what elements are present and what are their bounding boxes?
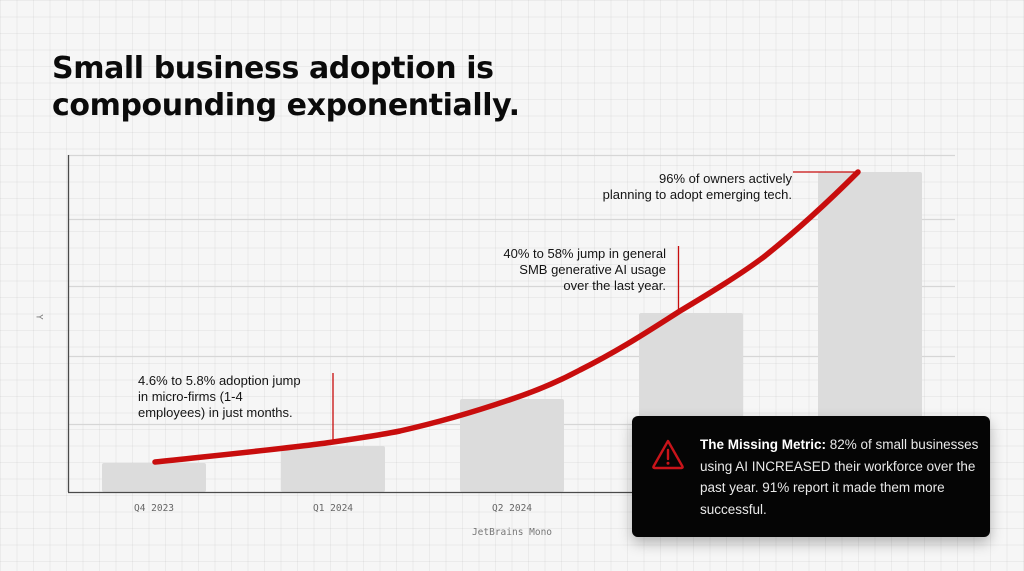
annotation-smb-genai: 40% to 58% jump in general SMB generativ…: [503, 246, 666, 294]
annotation-line: over the last year.: [563, 278, 666, 293]
x-tick-q4-2023: Q4 2023: [133, 503, 175, 514]
missing-metric-heading: The Missing Metric:: [700, 437, 827, 452]
trend-line: [152, 169, 861, 465]
bar-q4-2023: [102, 463, 206, 492]
title-line-1: Small business adoption is: [52, 51, 494, 86]
chart-axes: [67, 155, 640, 494]
annotation-line: SMB generative AI usage: [519, 262, 666, 277]
annotation-micro-firms: 4.6% to 5.8% adoption jump in micro-firm…: [138, 373, 301, 421]
x-tick-q1-2024: Q1 2024: [312, 503, 354, 514]
annotation-line: 4.6% to 5.8% adoption jump: [138, 373, 301, 388]
bar-q1-2024: [281, 446, 385, 492]
bar-q4-2024: [818, 172, 922, 492]
annotation-line: 40% to 58% jump in general: [503, 246, 666, 261]
missing-metric-card: The Missing Metric: 82% of small busines…: [632, 416, 990, 537]
missing-metric-text: The Missing Metric: 82% of small busines…: [700, 434, 982, 520]
bar-q2-2024: [460, 399, 564, 492]
annotation-line: employees) in just months.: [138, 405, 293, 420]
page-title: Small business adoption is compounding e…: [52, 50, 520, 124]
x-axis-caption: JetBrains Mono: [471, 527, 553, 538]
y-axis-label: Y: [33, 314, 44, 320]
annotation-line: planning to adopt emerging tech.: [602, 187, 792, 202]
x-tick-q2-2024: Q2 2024: [491, 503, 533, 514]
warning-triangle-icon: [652, 439, 684, 470]
missing-metric-body: 82% of small businesses using AI INCREAS…: [700, 437, 979, 517]
annotation-line: 96% of owners actively: [659, 171, 792, 186]
annotation-line: in micro-firms (1-4: [138, 389, 243, 404]
annotation-leaders: [332, 171, 858, 442]
title-line-2: compounding exponentially.: [52, 88, 520, 123]
annotation-owners-planning: 96% of owners actively planning to adopt…: [603, 171, 792, 203]
